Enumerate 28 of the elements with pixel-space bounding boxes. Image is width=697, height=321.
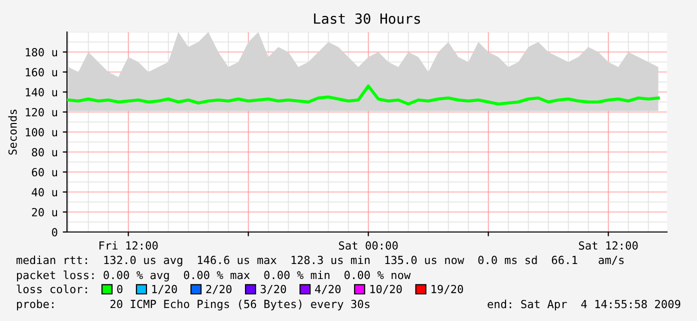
y-axis-title: Seconds [8,110,17,155]
line-series [67,84,660,106]
chart-title: Last 30 Hours [314,13,420,24]
text: packet loss: 0.00 % avg 0.00 % max 0.00 % min 0.00 % now [17,270,411,282]
y-tick-label: 180 u [26,48,57,56]
y-tick-label: 160 u [26,68,57,76]
y-tick-label: 80 u [32,148,57,156]
legend-label: 10/20 [370,284,402,294]
text: end: Sat Apr 4 14:55:58 2009 [488,300,680,310]
text: median rtt: 132.0 us avg 146.6 us max 128.3 us min 135.0 us now 0.0 ms sd 66.1 am/s [16,256,624,266]
y-tick-label: 100 u [26,128,57,136]
x-tick-label: Sat 12:00 [578,241,638,250]
legend-label: 19/20 [432,284,463,294]
y-tick-label: 120 u [26,108,57,116]
legend-label: 3/20 [260,284,286,294]
x-tick-label: Sat 00:00 [338,241,398,250]
legend-label: 4/20 [315,284,341,294]
legend-label: 1/20 [152,284,177,294]
x-tick-label: Fri 12:00 [99,241,158,250]
y-tick-label: 0 [52,228,58,236]
y-tick-label: 20 u [32,208,57,216]
y-tick-label: 40 u [32,188,57,196]
y-tick-label: 60 u [32,168,57,176]
legend-label: 0 [117,284,122,294]
legend-title: loss color: [16,284,87,294]
text: probe: 20 ICMP Echo Pings (56 Bytes) every 30s [17,300,370,310]
y-tick-label: 140 u [26,88,57,96]
legend-label: 2/20 [206,284,232,294]
